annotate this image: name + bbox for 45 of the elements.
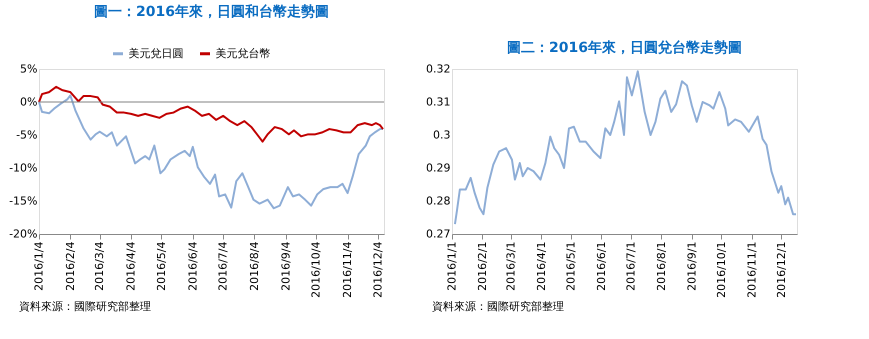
line-series <box>454 70 798 226</box>
y-tick-label: 0.3 <box>433 128 450 142</box>
x-tick-label: 2016/2/4 <box>64 242 77 291</box>
x-tick-label: 2016/5/4 <box>154 242 168 291</box>
x-tick-label: 2016/11/4 <box>341 242 354 298</box>
y-tick-label: 0.29 <box>426 162 450 174</box>
x-tick-label: 2016/3/4 <box>93 242 106 291</box>
x-tick-label: 2016/8/1 <box>654 242 668 291</box>
x-tick-label: 2016/5/1 <box>564 242 578 291</box>
y-tick-label: -10% <box>9 162 38 174</box>
y-tick-label: -20% <box>9 228 38 240</box>
x-tick-label: 2016/4/4 <box>124 242 138 291</box>
y-tick-label: -15% <box>9 194 38 208</box>
source-note: 資料來源：國際研究部整理 <box>432 300 564 313</box>
x-tick-label: 2016/7/4 <box>216 242 230 291</box>
line-series <box>38 86 384 143</box>
x-tick-label: 2016/12/4 <box>371 242 384 298</box>
x-tick-label: 2016/10/4 <box>310 242 323 298</box>
y-tick-label: 0.28 <box>426 194 450 208</box>
x-tick-label: 2016/10/1 <box>714 242 728 298</box>
y-tick-label: -5% <box>16 128 38 142</box>
x-tick-label: 2016/8/4 <box>248 242 261 291</box>
x-tick-label: 2016/9/1 <box>685 242 698 291</box>
y-tick-label: 0% <box>20 96 38 108</box>
x-tick-label: 2016/6/1 <box>594 242 608 291</box>
y-tick-label: 0.32 <box>426 62 450 76</box>
y-tick-label: 0.27 <box>426 228 450 240</box>
line-series <box>38 94 384 210</box>
y-tick-label: 5% <box>20 62 38 76</box>
x-tick-label: 2016/12/1 <box>774 242 788 298</box>
x-tick-label: 2016/3/1 <box>504 242 518 291</box>
legend-label: 美元兌台幣 <box>216 46 270 60</box>
chart-title: 圖二：2016年來，日圓兌台幣走勢圖 <box>507 40 742 56</box>
x-tick-label: 2016/11/1 <box>745 242 758 298</box>
x-tick-label: 2016/7/1 <box>624 242 638 291</box>
y-tick-label: 0.31 <box>426 96 450 108</box>
chart-title: 圖一：2016年來，日圓和台幣走勢圖 <box>94 4 329 20</box>
legend-label: 美元兌日圓 <box>128 46 184 60</box>
x-tick-label: 2016/1/4 <box>32 242 46 291</box>
x-tick-label: 2016/6/4 <box>186 242 200 291</box>
x-tick-label: 2016/9/4 <box>279 242 292 291</box>
x-tick-label: 2016/4/1 <box>534 242 548 291</box>
x-tick-label: 2016/2/1 <box>476 242 489 291</box>
x-tick-label: 2016/1/1 <box>446 242 458 291</box>
source-note: 資料來源：國際研究部整理 <box>19 300 151 313</box>
